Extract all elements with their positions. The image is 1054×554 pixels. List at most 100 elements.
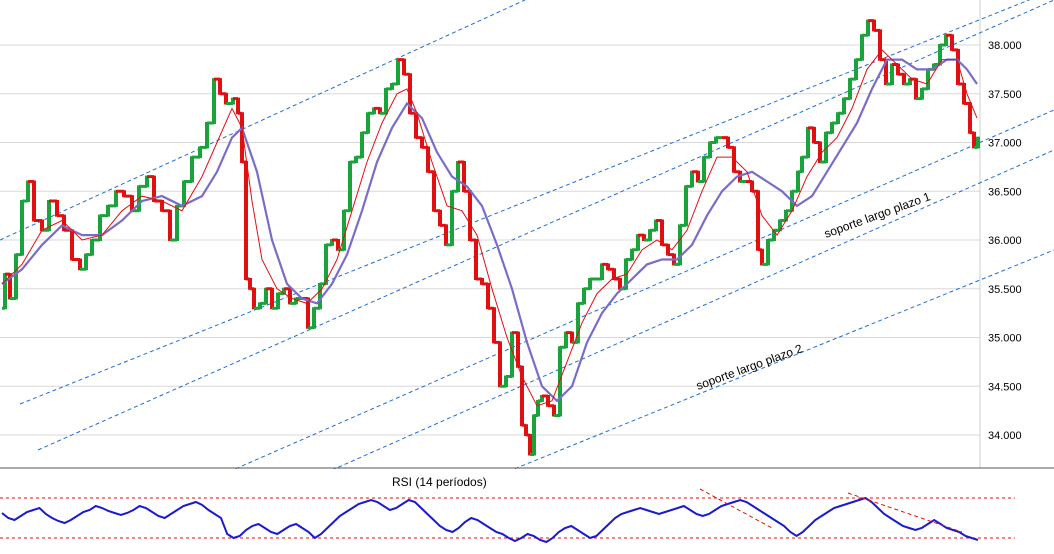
trend-channel-lines (0, 0, 1054, 496)
candle (40, 219, 44, 232)
candle (962, 83, 966, 105)
candle (818, 141, 822, 163)
candle (288, 287, 292, 305)
candle (806, 126, 810, 159)
candle (175, 204, 179, 241)
candle (106, 204, 110, 217)
candle (258, 302, 262, 310)
candle (510, 331, 514, 378)
candle (438, 209, 442, 227)
candle (678, 224, 682, 266)
candle (830, 122, 834, 134)
y-tick-label: 34.500 (988, 381, 1022, 393)
candle (890, 63, 894, 85)
candle (8, 273, 12, 300)
candle (252, 287, 256, 310)
candle (536, 399, 540, 417)
candle (276, 292, 280, 310)
candle (564, 331, 568, 349)
candle (926, 68, 930, 90)
rsi-line (1, 496, 979, 544)
candle (848, 78, 852, 100)
candle (336, 239, 340, 251)
candle (920, 87, 924, 100)
candle (812, 126, 816, 144)
candle (84, 253, 88, 271)
candle (576, 302, 580, 344)
candle (528, 434, 532, 456)
y-tick-label: 36.000 (988, 235, 1022, 247)
candle (444, 224, 448, 246)
candle (950, 34, 954, 51)
candle (468, 190, 472, 241)
candle (896, 63, 900, 76)
candle (570, 331, 574, 344)
candle (145, 175, 149, 188)
candle (3, 273, 7, 310)
candle (642, 234, 646, 241)
candle (684, 185, 688, 227)
fast-moving-average-line (1, 49, 978, 407)
candle (456, 161, 460, 193)
candle (450, 190, 454, 246)
annotation-support-1: soporte largo plazo 1 (822, 189, 932, 241)
candle (55, 200, 59, 217)
candle (972, 131, 976, 149)
candle (330, 239, 334, 246)
candle (760, 248, 764, 266)
candle (224, 92, 228, 105)
annotation-support-2: soporte largo plazo 2 (694, 341, 804, 393)
rsi-bound-lines (0, 497, 1015, 539)
channel-line (286, 149, 1054, 491)
candle (968, 102, 972, 134)
candle (26, 180, 30, 202)
candle (312, 307, 316, 329)
candle (294, 297, 298, 305)
candle (306, 297, 310, 329)
candle (956, 48, 960, 85)
candle (878, 29, 882, 61)
channel-line (209, 109, 1054, 481)
candle (582, 287, 586, 305)
candle (366, 112, 370, 134)
candle (588, 278, 592, 290)
candle (492, 307, 496, 344)
candle (884, 58, 888, 85)
y-tick-label: 38.000 (988, 40, 1022, 52)
candle (516, 331, 520, 368)
y-tick-label: 36.500 (988, 186, 1022, 198)
candle (264, 287, 268, 305)
rsi-panel-bg (0, 469, 1054, 554)
candle (32, 180, 36, 222)
candle (498, 341, 502, 388)
y-axis-tick-labels: 38.000 37.500 37.000 36.500 36.000 35.500 35.0… (988, 40, 1022, 442)
candle (324, 243, 328, 285)
candle (606, 263, 610, 271)
candle (408, 73, 412, 115)
candle (414, 112, 418, 139)
channel-line (449, 249, 1054, 496)
candle (540, 395, 544, 402)
candle (784, 209, 788, 222)
candle (486, 282, 490, 310)
candle (378, 107, 382, 115)
candle (98, 214, 102, 241)
candle (384, 87, 388, 115)
candle (426, 146, 430, 173)
candle (504, 375, 508, 388)
candle (244, 161, 248, 280)
candle (860, 34, 864, 61)
rsi-trendlines (699, 488, 963, 533)
candle (532, 414, 536, 456)
candle (824, 131, 828, 163)
slow-moving-average-line (1, 58, 978, 403)
candle (190, 156, 194, 183)
candle (14, 253, 18, 300)
channel-line (19, 0, 1031, 405)
candle (654, 219, 658, 232)
y-tick-label: 37.500 (988, 89, 1022, 101)
y-tick-label: 35.000 (988, 333, 1022, 345)
candle (114, 190, 118, 207)
channel-line (0, 0, 526, 241)
rsi-trendline (847, 492, 963, 533)
